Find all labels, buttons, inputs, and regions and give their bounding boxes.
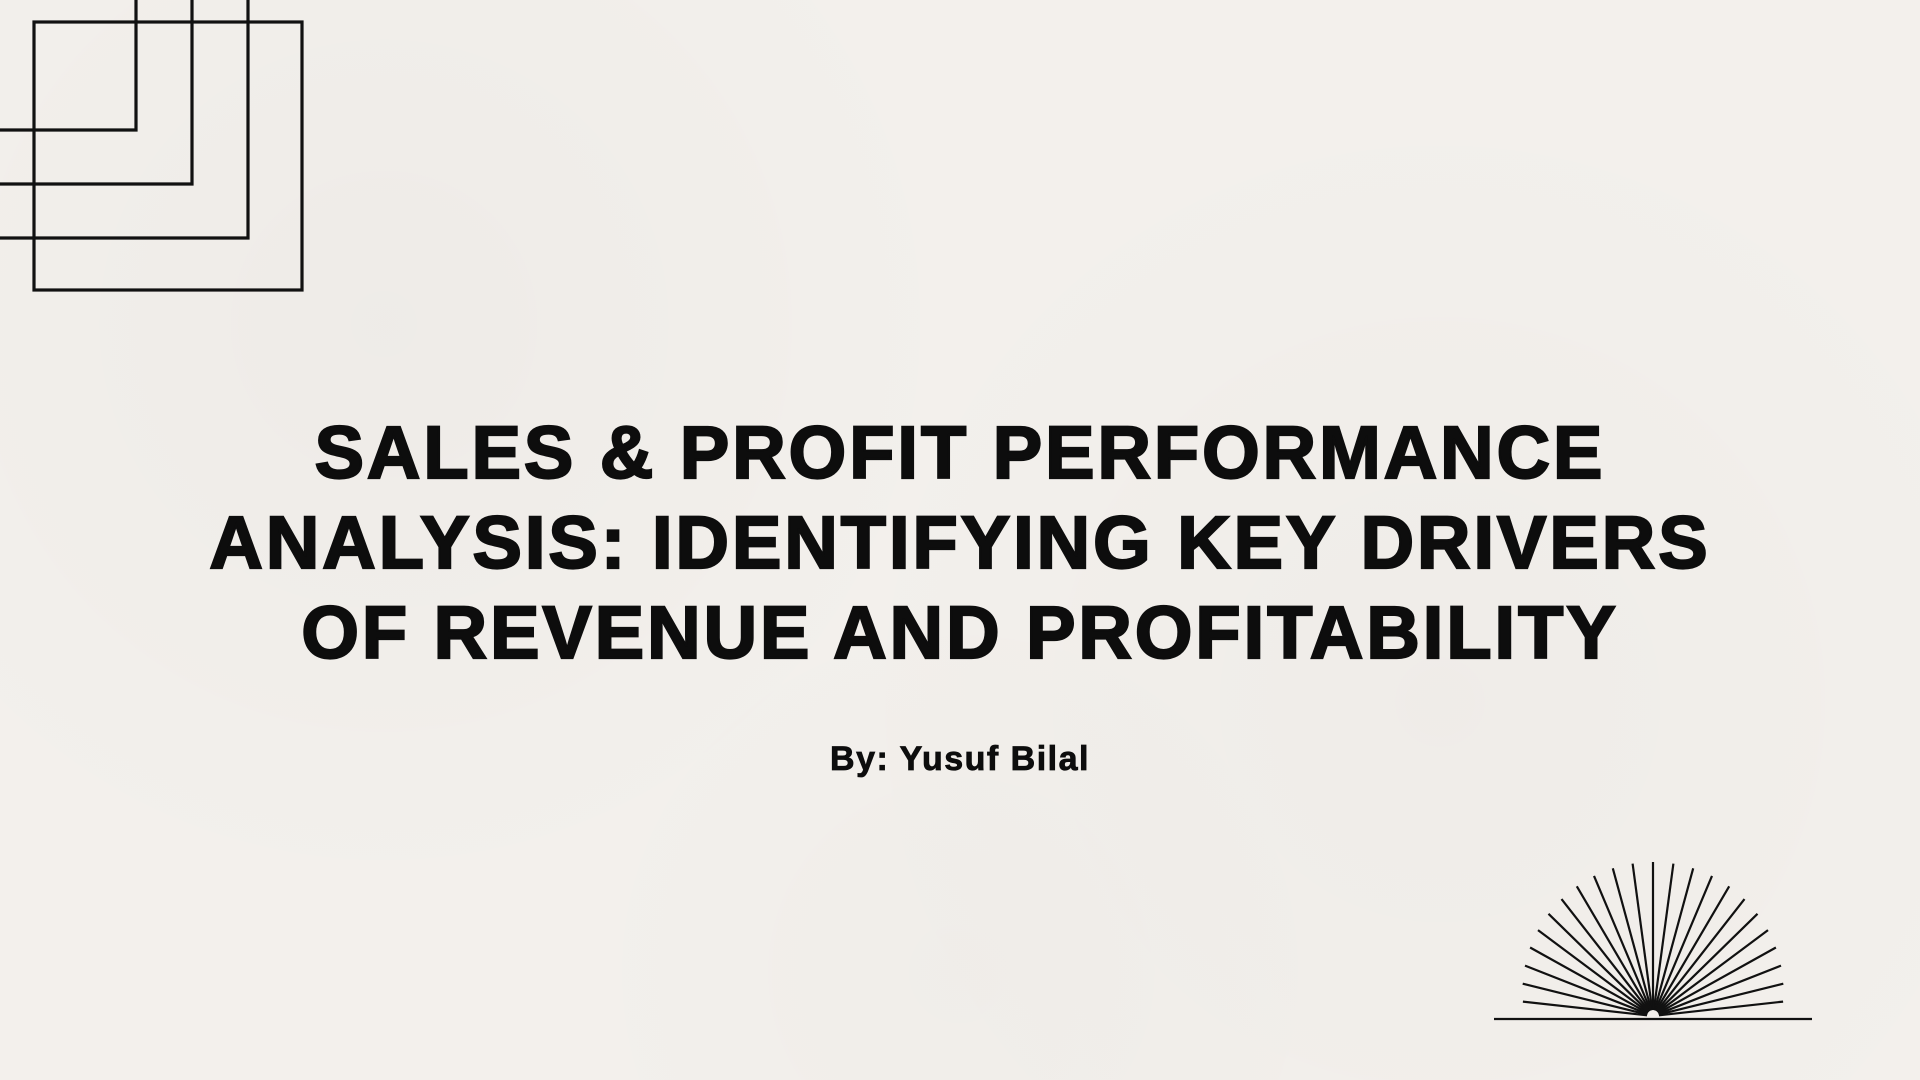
sunburst-ray xyxy=(1657,929,1769,1014)
title-line-1: SALES & PROFIT PERFORMANCE xyxy=(313,410,1606,495)
title-line-2: ANALYSIS: IDENTIFYING KEY DRIVERS xyxy=(208,500,1711,585)
square-outline-3 xyxy=(0,0,250,240)
title-line-3: OF REVENUE AND PROFITABILITY xyxy=(300,590,1619,675)
sunburst-ray xyxy=(1654,875,1714,1011)
sunburst-ray xyxy=(1658,982,1784,1016)
sunburst-ray xyxy=(1575,885,1651,1012)
sunburst-ray xyxy=(1652,863,1675,1011)
slide-title: SALES & PROFIT PERFORMANCE ANALYSIS: IDE… xyxy=(0,408,1920,678)
sunburst-ray xyxy=(1653,868,1695,1011)
sunburst-ray xyxy=(1547,913,1650,1013)
sunburst-ray xyxy=(1592,875,1652,1011)
sunburst-icon xyxy=(1494,862,1812,1021)
outer-square-outline xyxy=(32,20,304,292)
sunburst-ray xyxy=(1655,898,1746,1012)
sunburst-ray xyxy=(1655,885,1731,1012)
sunburst-ray xyxy=(1658,1000,1784,1017)
sunburst-ray xyxy=(1522,982,1648,1016)
sunburst-ray xyxy=(1631,863,1654,1011)
sunburst-ray xyxy=(1524,964,1648,1015)
sunburst-ray xyxy=(1658,964,1782,1015)
sunburst-ray xyxy=(1656,913,1759,1013)
author-byline: By: Yusuf Bilal xyxy=(830,740,1090,779)
sunburst-ray xyxy=(1611,868,1653,1011)
sunburst-ray xyxy=(1522,1000,1648,1017)
nested-squares-icon xyxy=(0,0,304,292)
square-outline-2 xyxy=(0,0,194,186)
sunburst-ray xyxy=(1537,929,1649,1014)
sunburst-ray xyxy=(1529,946,1649,1015)
sunburst-ray xyxy=(1560,898,1651,1012)
sunburst-ray xyxy=(1657,946,1777,1015)
square-outline-1 xyxy=(0,0,138,132)
